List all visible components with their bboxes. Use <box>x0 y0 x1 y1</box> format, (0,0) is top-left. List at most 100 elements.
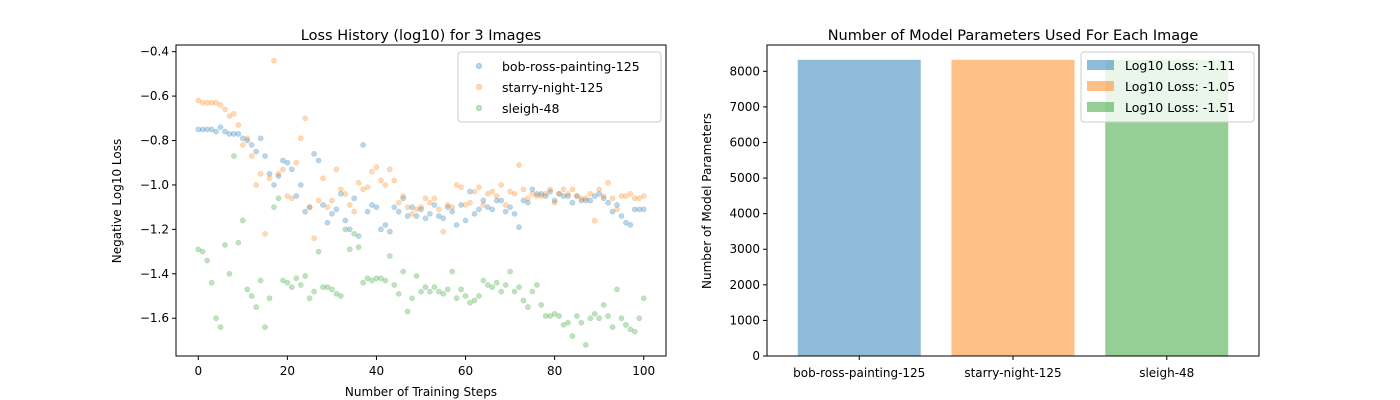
point-sleigh-48-88 <box>587 315 594 322</box>
point-bob-ross-painting-125-62 <box>471 210 478 217</box>
point-sleigh-48-7 <box>226 270 233 277</box>
point-bob-ross-painting-125-80 <box>551 197 558 204</box>
point-starry-night-125-93 <box>609 195 616 202</box>
point-sleigh-48-23 <box>297 282 304 288</box>
point-sleigh-48-42 <box>382 277 389 284</box>
point-starry-night-125-81 <box>556 190 562 197</box>
bar-legend-label-bob-ross: Log10 Loss: -1.11 <box>1125 58 1235 73</box>
scatter-y-ticks: −1.6 −1.4 −1.2 −1.0 −0.8 −0.6 −0.4 <box>140 45 176 325</box>
point-sleigh-48-25 <box>306 295 313 302</box>
bar-legend-swatch-sleigh <box>1087 102 1114 112</box>
point-sleigh-48-93 <box>609 324 616 330</box>
point-bob-ross-painting-125-66 <box>489 206 496 213</box>
point-bob-ross-painting-125-8 <box>231 131 237 137</box>
point-sleigh-48-9 <box>235 239 242 246</box>
point-bob-ross-painting-125-52 <box>427 210 433 217</box>
point-bob-ross-painting-125-25 <box>306 204 313 211</box>
point-sleigh-48-48 <box>409 295 415 302</box>
point-bob-ross-painting-125-60 <box>462 217 469 224</box>
point-bob-ross-painting-125-85 <box>574 193 580 199</box>
point-starry-night-125-3 <box>208 99 215 106</box>
point-bob-ross-painting-125-22 <box>293 193 300 199</box>
point-bob-ross-painting-125-88 <box>587 197 594 204</box>
point-bob-ross-painting-125-14 <box>257 135 264 142</box>
point-bob-ross-painting-125-6 <box>222 128 228 135</box>
point-starry-night-125-67 <box>493 193 500 199</box>
bar-x-ticks: bob-ross-painting-125 starry-night-125 sle… <box>793 356 1194 380</box>
scatter-legend-box <box>457 51 662 123</box>
point-sleigh-48-31 <box>333 290 340 297</box>
point-sleigh-48-85 <box>574 313 580 319</box>
point-starry-night-125-86 <box>578 195 585 202</box>
point-sleigh-48-37 <box>360 279 366 286</box>
bar-x-tick-label-starry-night-125: starry-night-125 <box>964 366 1061 380</box>
point-sleigh-48-58 <box>453 295 460 302</box>
point-starry-night-125-32 <box>337 186 344 193</box>
point-starry-night-125-24 <box>302 115 309 122</box>
point-sleigh-48-96 <box>623 322 629 328</box>
point-bob-ross-painting-125-18 <box>275 173 282 179</box>
point-bob-ross-painting-125-83 <box>565 193 571 199</box>
bar-y-tick-label-8000: 8000 <box>729 64 760 78</box>
point-sleigh-48-46 <box>400 268 407 275</box>
point-sleigh-48-8 <box>231 153 237 159</box>
point-bob-ross-painting-125-76 <box>533 190 540 197</box>
point-starry-night-125-55 <box>440 228 447 235</box>
point-starry-night-125-5 <box>217 102 224 108</box>
point-sleigh-48-81 <box>556 313 562 319</box>
point-bob-ross-painting-125-34 <box>346 226 353 233</box>
point-sleigh-48-90 <box>596 315 603 322</box>
point-starry-night-125-82 <box>560 186 567 193</box>
bar-y-tick-label-6000: 6000 <box>729 135 760 149</box>
point-starry-night-125-34 <box>346 202 353 208</box>
point-bob-ross-painting-125-9 <box>235 131 242 137</box>
point-sleigh-48-70 <box>507 268 513 275</box>
scatter-chart-title: Loss History (log10) for 3 Images <box>301 28 541 44</box>
point-starry-night-125-73 <box>520 186 527 193</box>
point-starry-night-125-72 <box>516 162 522 168</box>
point-bob-ross-painting-125-7 <box>226 131 233 137</box>
point-sleigh-48-20 <box>284 279 291 286</box>
point-starry-night-125-0 <box>195 97 202 104</box>
point-sleigh-48-54 <box>435 288 442 295</box>
point-starry-night-125-10 <box>239 142 246 148</box>
point-starry-night-125-71 <box>511 190 518 197</box>
point-sleigh-48-50 <box>418 288 424 295</box>
point-sleigh-48-41 <box>378 275 384 282</box>
point-sleigh-48-74 <box>525 304 531 310</box>
bar-legend-swatch-starry-night <box>1087 81 1114 91</box>
point-starry-night-125-44 <box>391 177 398 184</box>
point-starry-night-125-57 <box>449 204 456 211</box>
bar-y-ticks: 0 1000 2000 3000 4000 5000 6000 7000 8000 <box>729 64 767 363</box>
scatter-plot-frame <box>175 44 667 357</box>
point-starry-night-125-25 <box>306 204 313 211</box>
point-sleigh-48-43 <box>386 253 393 259</box>
bar-y-tick-label-4000: 4000 <box>729 207 760 221</box>
point-bob-ross-painting-125-33 <box>342 217 349 224</box>
point-bob-ross-painting-125-49 <box>413 213 420 219</box>
point-sleigh-48-92 <box>605 313 611 319</box>
point-sleigh-48-39 <box>369 277 375 284</box>
point-starry-night-125-30 <box>329 197 335 204</box>
scatter-x-ticks: 0 20 40 60 80 100 <box>194 356 655 378</box>
point-starry-night-125-90 <box>596 186 603 193</box>
point-starry-night-125-78 <box>542 190 549 197</box>
point-starry-night-125-48 <box>409 210 415 217</box>
point-starry-night-125-9 <box>235 122 242 128</box>
scatter-y-tick-label-1: −1.4 <box>140 267 169 281</box>
bar-legend: Log10 Loss: -1.11 Log10 Loss: -1.05 Log1… <box>1080 51 1255 123</box>
point-sleigh-48-33 <box>342 226 349 233</box>
point-starry-night-125-28 <box>320 175 326 182</box>
point-bob-ross-painting-125-61 <box>467 188 473 195</box>
point-starry-night-125-14 <box>257 170 264 177</box>
point-starry-night-125-17 <box>271 57 277 64</box>
point-bob-ross-painting-125-48 <box>409 204 415 211</box>
point-bob-ross-painting-125-11 <box>244 137 251 144</box>
scatter-x-tick-label-40: 40 <box>369 364 384 378</box>
point-bob-ross-painting-125-41 <box>378 226 384 233</box>
point-bob-ross-painting-125-12 <box>248 142 255 148</box>
point-sleigh-48-19 <box>280 277 286 284</box>
point-bob-ross-painting-125-50 <box>418 206 424 213</box>
point-sleigh-48-38 <box>364 275 371 282</box>
bar-y-tick-label-5000: 5000 <box>729 171 760 185</box>
